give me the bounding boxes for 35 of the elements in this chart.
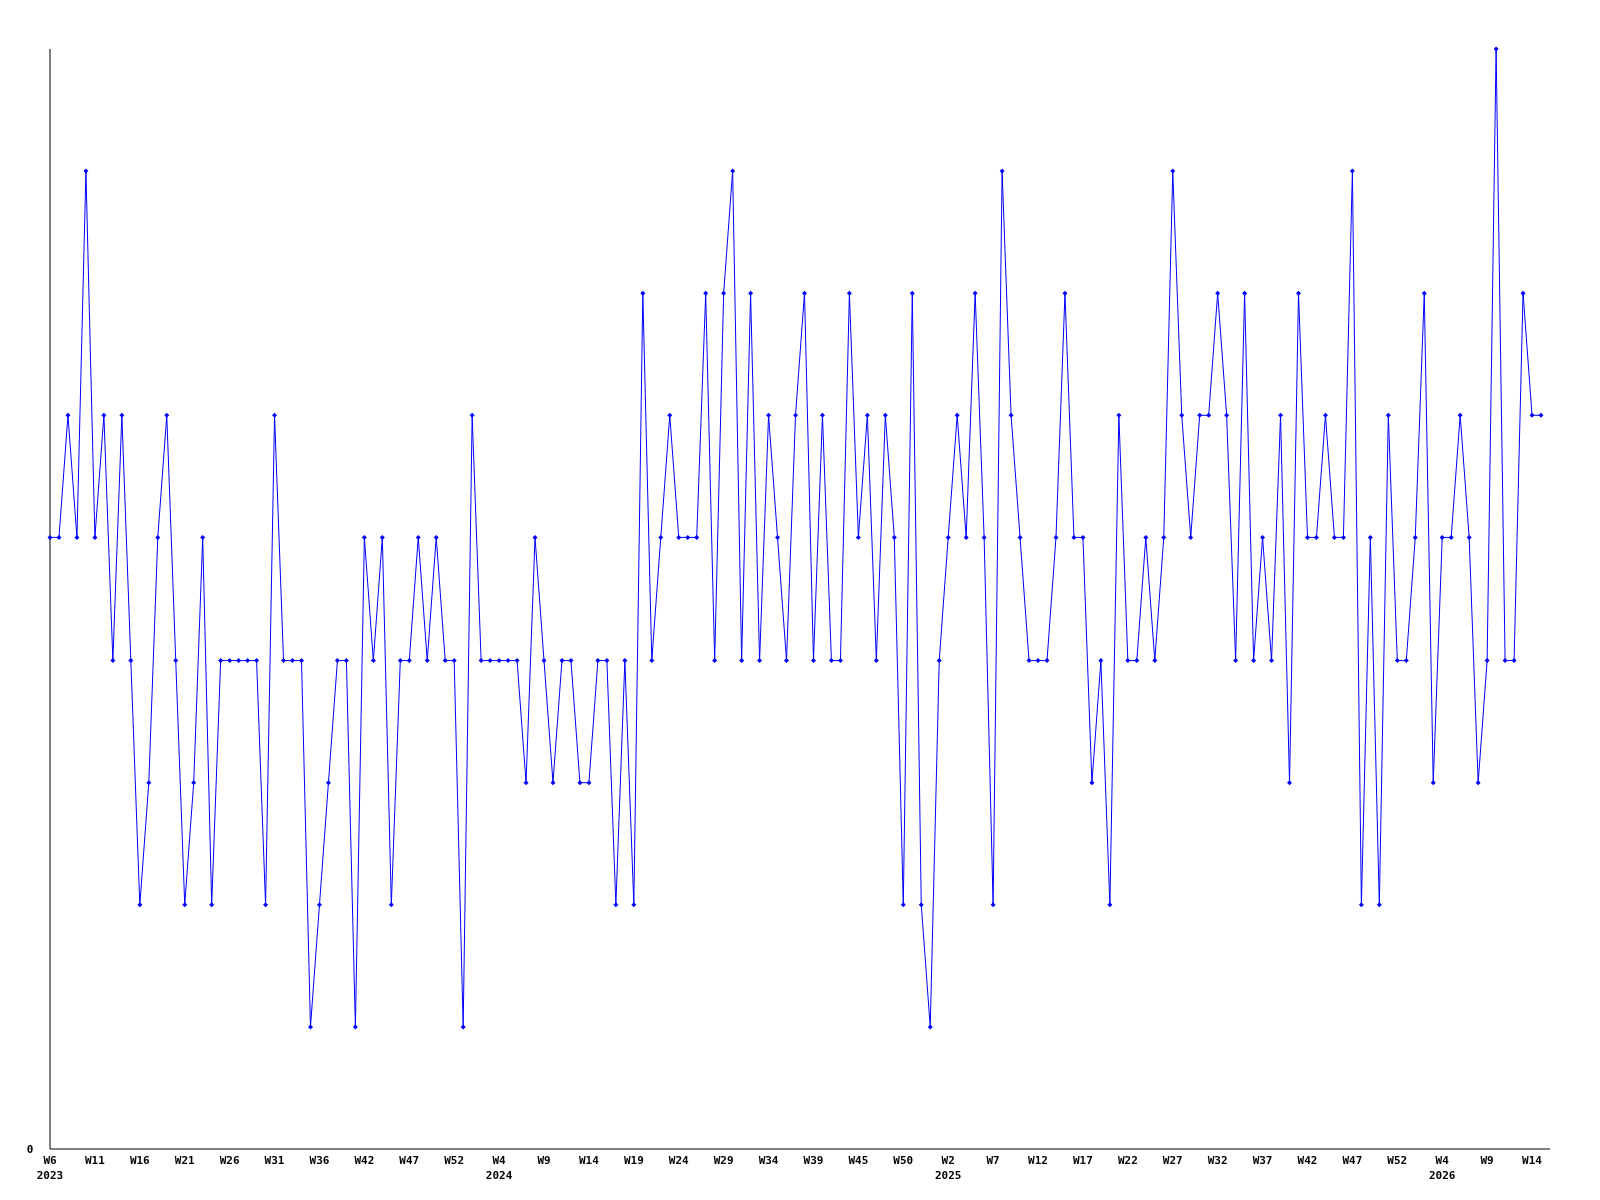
x-tick-label: W14: [578, 1154, 600, 1167]
x-tick-label: W4 2026: [1428, 1154, 1456, 1182]
x-tick-label: W31: [264, 1154, 285, 1167]
x-tick-label: W29: [713, 1154, 734, 1167]
x-tick-label: W34: [758, 1154, 779, 1167]
x-tick-label: W12: [1028, 1154, 1048, 1167]
x-tick-label: W19: [623, 1154, 644, 1167]
x-tick-label: W52: [444, 1154, 465, 1167]
x-tick-label: W11: [84, 1154, 106, 1167]
x-tick-label: W36: [309, 1154, 330, 1167]
x-tick-label: W24: [668, 1154, 690, 1167]
x-tick-label: W21: [174, 1154, 196, 1167]
x-tick-label: W2 2025: [934, 1154, 962, 1182]
x-tick-label: W9: [1480, 1154, 1494, 1167]
x-tick-label: W32: [1207, 1154, 1228, 1167]
x-tick-label: W39: [803, 1154, 824, 1167]
x-tick-label: W47: [399, 1154, 420, 1167]
x-tick-label: W17: [1073, 1154, 1093, 1167]
x-tick-label: W4 2024: [485, 1154, 513, 1182]
x-tick-label: W22: [1117, 1154, 1138, 1167]
text: 0: [26, 1143, 34, 1156]
x-tick-label: W7: [986, 1154, 1000, 1167]
x-tick-label: W9: [537, 1154, 551, 1167]
x-tick-label: W37: [1252, 1154, 1273, 1167]
x-tick-label: W45: [848, 1154, 869, 1167]
x-tick-label: W50: [893, 1154, 914, 1167]
x-tick-label: W42: [1297, 1154, 1318, 1167]
x-tick-label: W27: [1162, 1154, 1183, 1167]
x-tick-label: W52: [1387, 1154, 1408, 1167]
x-tick-label: W14: [1522, 1154, 1543, 1167]
x-tick-label: W42: [354, 1154, 375, 1167]
x-tick-label: W26: [219, 1154, 240, 1167]
x-tick-label: W6 2023: [36, 1154, 64, 1182]
x-tick-label: W47: [1342, 1154, 1363, 1167]
x-tick-label: W16: [129, 1154, 151, 1167]
